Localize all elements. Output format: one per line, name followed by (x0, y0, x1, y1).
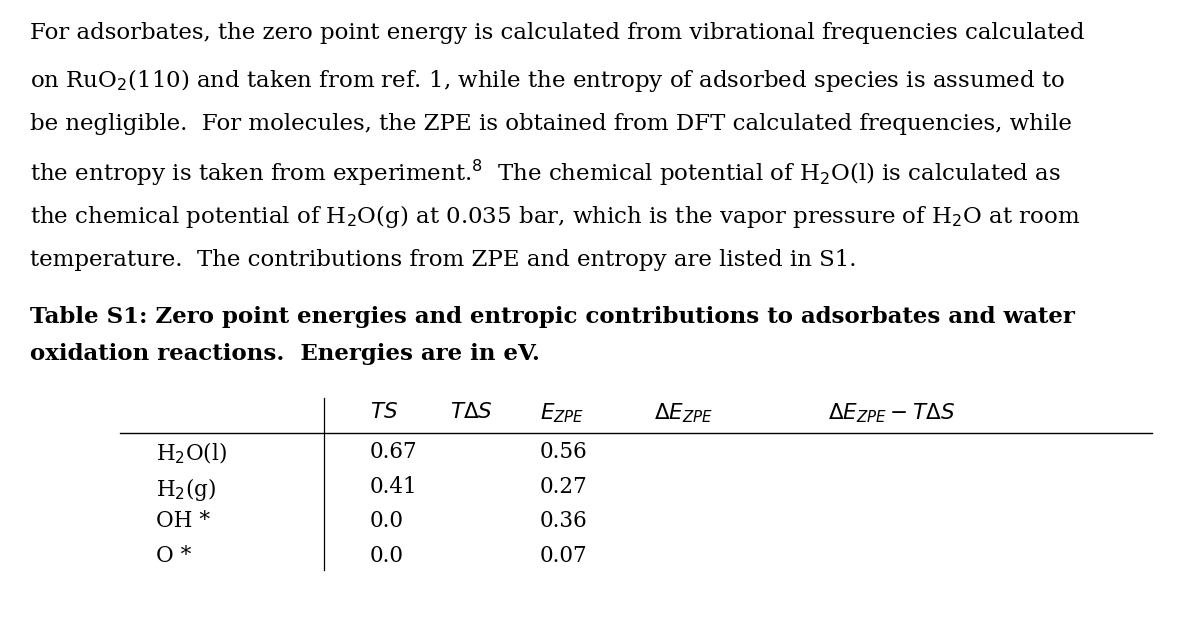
Text: $T\Delta S$: $T\Delta S$ (450, 401, 493, 423)
Text: be negligible.  For molecules, the ZPE is obtained from DFT calculated frequenci: be negligible. For molecules, the ZPE is… (30, 113, 1072, 135)
Text: the chemical potential of H$_2$O(g) at 0.035 bar, which is the vapor pressure of: the chemical potential of H$_2$O(g) at 0… (30, 203, 1080, 231)
Text: the entropy is taken from experiment.$^8$  The chemical potential of H$_2$O(l) i: the entropy is taken from experiment.$^8… (30, 158, 1061, 188)
Text: $\Delta E_{ZPE}$: $\Delta E_{ZPE}$ (654, 401, 713, 425)
Text: $TS$: $TS$ (370, 401, 397, 423)
Text: oxidation reactions.  Energies are in eV.: oxidation reactions. Energies are in eV. (30, 343, 540, 365)
Text: 0.36: 0.36 (540, 510, 588, 532)
Text: O *: O * (156, 545, 191, 567)
Text: $\Delta E_{ZPE} - T\Delta S$: $\Delta E_{ZPE} - T\Delta S$ (828, 401, 955, 425)
Text: 0.56: 0.56 (540, 441, 588, 463)
Text: 0.0: 0.0 (370, 545, 403, 567)
Text: $E_{ZPE}$: $E_{ZPE}$ (540, 401, 584, 425)
Text: 0.0: 0.0 (370, 510, 403, 532)
Text: 0.41: 0.41 (370, 476, 418, 498)
Text: H$_2$O(l): H$_2$O(l) (156, 441, 227, 466)
Text: on RuO$_2$(110) and taken from ref. 1, while the entropy of adsorbed species is : on RuO$_2$(110) and taken from ref. 1, w… (30, 67, 1066, 94)
Text: temperature.  The contributions from ZPE and entropy are listed in S1.: temperature. The contributions from ZPE … (30, 249, 857, 271)
Text: OH *: OH * (156, 510, 210, 532)
Text: Table S1: Zero point energies and entropic contributions to adsorbates and water: Table S1: Zero point energies and entrop… (30, 306, 1075, 328)
Text: For adsorbates, the zero point energy is calculated from vibrational frequencies: For adsorbates, the zero point energy is… (30, 22, 1085, 44)
Text: H$_2$(g): H$_2$(g) (156, 476, 216, 503)
Text: 0.07: 0.07 (540, 545, 588, 567)
Text: 0.27: 0.27 (540, 476, 588, 498)
Text: 0.67: 0.67 (370, 441, 418, 463)
